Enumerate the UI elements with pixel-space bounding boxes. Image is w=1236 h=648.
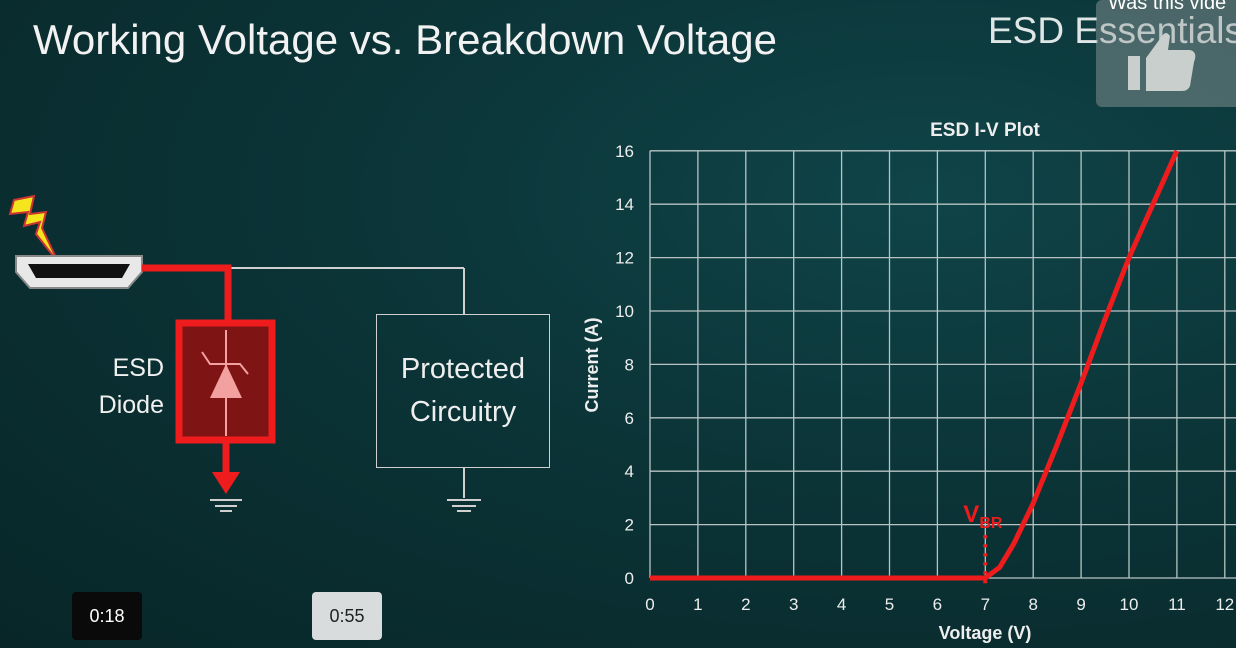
current-time-badge: 0:18 (72, 592, 142, 640)
y-tick-label: 12 (615, 249, 634, 268)
vbr-text: V (963, 501, 979, 528)
x-tick-label: 8 (1028, 595, 1037, 614)
esd-diode-label: ESD Diode (80, 350, 164, 424)
ground-icon (210, 499, 242, 512)
x-tick-label: 0 (645, 595, 654, 614)
y-tick-label: 14 (615, 195, 634, 214)
feedback-prompt: Was this vide (1108, 0, 1227, 14)
x-tick-label: 6 (933, 595, 942, 614)
hover-time-badge: 0:55 (312, 592, 382, 640)
thumbs-up-icon[interactable] (1126, 28, 1206, 94)
label-line: Circuitry (409, 396, 517, 428)
x-tick-label: 4 (837, 595, 846, 614)
y-tick-label: 0 (625, 569, 634, 588)
feedback-overlay[interactable]: Was this vide (1096, 0, 1236, 107)
y-tick-label: 8 (625, 355, 634, 374)
x-tick-label: 7 (981, 595, 990, 614)
iv-curve (650, 149, 1180, 581)
x-tick-label: 12 (1215, 595, 1234, 614)
label-line: Diode (98, 391, 164, 419)
y-tick-label: 10 (615, 302, 634, 321)
x-tick-label: 1 (693, 595, 702, 614)
hdmi-connector-icon (15, 255, 143, 289)
slide-title: Working Voltage vs. Breakdown Voltage (33, 16, 778, 63)
protected-circuitry-box: Protected Circuitry (376, 314, 550, 468)
y-tick-label: 2 (625, 516, 634, 535)
esd-schematic (8, 194, 481, 512)
x-tick-label: 5 (885, 595, 894, 614)
x-tick-label: 11 (1168, 595, 1186, 614)
lightning-bolt-icon (8, 194, 59, 263)
chart-title: ESD I-V Plot (930, 120, 1040, 141)
x-tick-label: 2 (741, 595, 750, 614)
brand-logo-text: ESD Essentials (988, 10, 1236, 51)
vbr-subscript: BR (979, 515, 1003, 532)
ground-icon (447, 499, 481, 512)
y-tick-label: 6 (625, 409, 634, 428)
diode-icon (210, 364, 242, 398)
vbr-annotation: VBR (963, 501, 1003, 532)
x-axis-label: Voltage (V) (939, 623, 1032, 643)
y-tick-label: 16 (615, 142, 634, 161)
y-axis-label: Current (A) (582, 318, 602, 413)
label-line: Protected (400, 353, 526, 385)
x-tick-label: 9 (1076, 595, 1085, 614)
x-tick-label: 10 (1120, 595, 1139, 614)
label-line: ESD (112, 354, 164, 382)
y-tick-label: 4 (625, 462, 634, 481)
x-tick-label: 3 (789, 595, 798, 614)
